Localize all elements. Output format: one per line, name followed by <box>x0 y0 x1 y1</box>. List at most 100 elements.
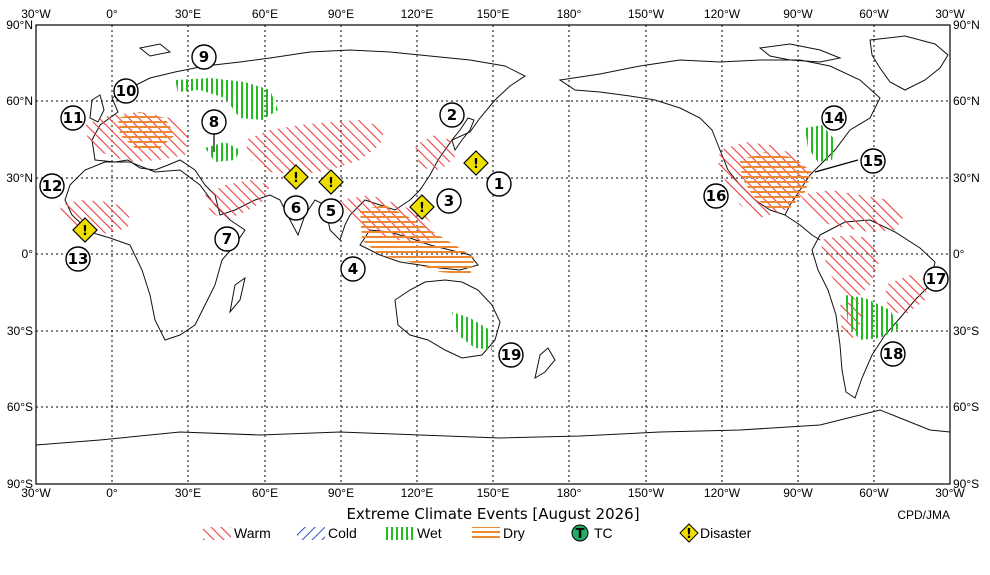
svg-text:10: 10 <box>116 82 137 100</box>
japan-outline <box>451 117 475 152</box>
lon-label-bottom: 90°W <box>783 486 813 500</box>
lat-label-right: 30°N <box>953 171 980 185</box>
dry-region-europe <box>118 112 175 148</box>
svg-text:19: 19 <box>501 346 522 364</box>
australia-outline <box>394 279 501 359</box>
svg-text:16: 16 <box>706 187 727 205</box>
lon-label-bottom: 0° <box>106 486 118 500</box>
lon-label-bottom: 120°E <box>401 486 434 500</box>
lon-label-bottom: 60°W <box>859 486 889 500</box>
warm-region-central-asia <box>245 120 385 175</box>
lat-label-left: 90°S <box>7 477 33 491</box>
svg-text:TC: TC <box>594 525 613 541</box>
event-label-7: 7 <box>214 226 240 252</box>
lon-label-top: 90°E <box>328 7 354 21</box>
event-label-1: 1 <box>486 171 512 197</box>
disaster-marker: ! <box>72 217 98 243</box>
annotation-leaders <box>213 132 859 173</box>
svg-text:13: 13 <box>68 250 89 268</box>
legend-item-cold: Cold <box>297 525 357 541</box>
lon-label-top: 150°W <box>628 7 665 21</box>
lon-label-bottom: 120°W <box>704 486 741 500</box>
legend-item-warm: Warm <box>203 525 271 541</box>
lon-label-top: 0° <box>106 7 118 21</box>
svg-text:Cold: Cold <box>328 525 357 541</box>
lon-label-top: 30°E <box>175 7 201 21</box>
lon-labels-bottom: 30°W 0° 30°E 60°E 90°E 120°E 150°E 180° … <box>21 486 965 500</box>
warm-region-east-asia <box>415 135 455 170</box>
disaster-markers: ! ! ! ! ! <box>72 150 489 243</box>
legend: Warm Cold Wet Dry T TC ! Disaster <box>203 523 752 543</box>
greenland-outline <box>869 35 949 91</box>
event-label-12: 12 <box>39 173 65 199</box>
svg-text:Disaster: Disaster <box>700 525 752 541</box>
event-label-4: 4 <box>340 256 366 282</box>
svg-text:14: 14 <box>824 109 845 127</box>
dry-region-north-america <box>740 152 812 210</box>
warm-region-middle-east <box>205 180 270 220</box>
svg-text:9: 9 <box>199 48 209 66</box>
disaster-marker: ! <box>463 150 489 176</box>
event-label-19: 19 <box>498 342 524 368</box>
dry-region-indonesia <box>360 205 475 275</box>
canadian-arctic-outline <box>758 43 842 63</box>
lat-label-right: 90°N <box>953 18 980 32</box>
legend-item-tc: T TC <box>571 524 613 542</box>
tc-icon <box>571 524 589 542</box>
event-label-8: 8 <box>201 109 227 135</box>
legend-item-dry: Dry <box>472 525 525 541</box>
legend-item-disaster: ! Disaster <box>679 523 752 543</box>
lat-label-left: 60°S <box>7 400 33 414</box>
lon-label-bottom: 150°E <box>477 486 510 500</box>
svg-text:5: 5 <box>326 202 336 220</box>
lat-label-left: 90°N <box>6 18 33 32</box>
lon-label-top: 30°W <box>935 7 965 21</box>
svg-text:15: 15 <box>863 152 884 170</box>
lon-label-bottom: 30°W <box>935 486 965 500</box>
map-credit: CPD/JMA <box>897 508 950 522</box>
svg-text:7: 7 <box>222 230 232 248</box>
lon-label-top: 60°E <box>252 7 278 21</box>
lat-label-right: 60°N <box>953 94 980 108</box>
event-label-13: 13 <box>65 246 91 272</box>
lat-label-left: 0° <box>22 247 34 261</box>
event-label-6: 6 <box>283 195 309 221</box>
disaster-marker: ! <box>409 194 435 220</box>
svg-text:T: T <box>576 527 585 542</box>
lat-label-left: 60°N <box>6 94 33 108</box>
wet-region-scandinavia <box>175 78 278 120</box>
legend-item-wet: Wet <box>386 525 442 541</box>
madagascar-outline <box>229 276 246 314</box>
svg-text:!: ! <box>473 157 479 172</box>
wet-region-eastern-canada <box>805 125 835 162</box>
lon-label-bottom: 30°E <box>175 486 201 500</box>
lon-label-bottom: 30°W <box>21 486 51 500</box>
new-zealand-outline <box>534 347 556 380</box>
event-label-14: 14 <box>821 105 847 131</box>
disaster-marker: ! <box>318 169 344 195</box>
svg-text:!: ! <box>686 527 692 542</box>
event-label-3: 3 <box>436 188 462 214</box>
svg-text:8: 8 <box>209 113 219 131</box>
event-label-15: 15 <box>860 148 886 174</box>
event-label-11: 11 <box>60 105 86 131</box>
map-title: Extreme Climate Events [August 2026] <box>346 505 639 523</box>
lon-label-top: 180° <box>557 7 582 21</box>
lon-label-bottom: 150°W <box>628 486 665 500</box>
svg-text:3: 3 <box>444 192 454 210</box>
event-label-5: 5 <box>318 198 344 224</box>
lon-label-bottom: 90°E <box>328 486 354 500</box>
svg-text:12: 12 <box>42 177 63 195</box>
antarctica-outline <box>35 409 951 446</box>
svg-text:4: 4 <box>348 260 358 278</box>
lon-label-top: 90°W <box>783 7 813 21</box>
central-america-outline <box>784 214 821 241</box>
svg-text:1: 1 <box>494 175 504 193</box>
event-labels: 1 2 3 4 5 6 7 8 9 10 11 12 13 14 15 16 1… <box>39 44 949 368</box>
svg-text:!: ! <box>293 171 299 186</box>
svg-text:11: 11 <box>63 109 84 127</box>
lon-label-top: 150°E <box>477 7 510 21</box>
uk-outline <box>89 94 105 123</box>
event-label-9: 9 <box>191 44 217 70</box>
